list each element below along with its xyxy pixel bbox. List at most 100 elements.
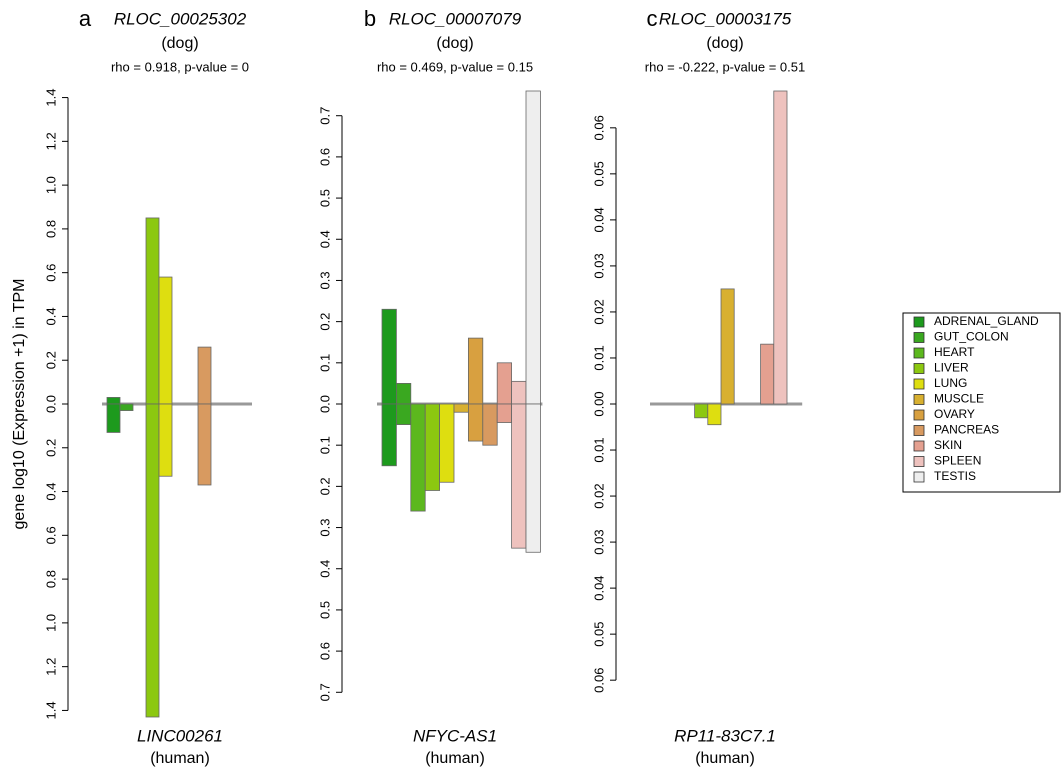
bar xyxy=(106,403,121,433)
legend-swatch xyxy=(913,316,925,328)
y-tick-label: 0.05 xyxy=(591,161,606,186)
legend-label: LUNG xyxy=(934,376,967,390)
y-tick-label: 1.4 xyxy=(43,701,58,719)
y-tick-label: 1.2 xyxy=(43,658,58,676)
species-top: (dog) xyxy=(161,35,198,52)
legend-swatch xyxy=(913,363,925,374)
legend-swatch xyxy=(913,347,925,359)
bar xyxy=(525,90,541,405)
species-bottom: (human) xyxy=(150,750,210,767)
y-tick-label: 0.2 xyxy=(43,351,58,369)
y-tick-label: 0.03 xyxy=(591,529,606,554)
species-top: (dog) xyxy=(706,35,743,52)
y-tick-label: 1.0 xyxy=(43,614,58,632)
panel-letter: c xyxy=(647,6,658,31)
y-tick-label: 0.6 xyxy=(317,148,332,166)
legend-swatch xyxy=(913,425,925,436)
bar xyxy=(106,397,121,405)
bar xyxy=(694,403,709,419)
bar xyxy=(145,403,160,718)
y-tick-label: 0.6 xyxy=(317,642,332,660)
legend-label: HEART xyxy=(934,345,975,359)
legend-box xyxy=(902,312,1061,493)
bar xyxy=(410,403,426,512)
subtitle: rho = 0.918, p-value = 0 xyxy=(111,59,249,74)
bar xyxy=(119,403,134,411)
legend-label: OVARY xyxy=(934,407,975,421)
bar xyxy=(395,383,412,405)
subtitle: rho = -0.222, p-value = 0.51 xyxy=(645,59,805,74)
y-tick-label: 0.02 xyxy=(591,299,606,324)
y-tick-label: 1.4 xyxy=(43,89,58,107)
y-tick-label: 0.03 xyxy=(591,253,606,278)
legend-label: SKIN xyxy=(934,438,962,452)
y-tick-label: 0.6 xyxy=(43,526,58,544)
legend-swatch xyxy=(913,394,925,405)
y-tick-label: 0.01 xyxy=(591,345,606,370)
bar xyxy=(707,403,722,426)
y-tick-label: 0.8 xyxy=(43,220,58,238)
legend-label: SPLEEN xyxy=(934,454,981,468)
legend-swatch xyxy=(913,456,925,467)
bar xyxy=(381,308,397,405)
legend-swatch xyxy=(913,440,925,452)
y-tick-label: 0.2 xyxy=(317,313,332,331)
y-tick-label: 0.7 xyxy=(317,683,332,701)
panel-letter: b xyxy=(364,6,376,31)
bar xyxy=(381,403,397,467)
legend-swatch xyxy=(913,378,925,390)
species-bottom: (human) xyxy=(425,750,485,767)
bar xyxy=(760,343,775,405)
species-top: (dog) xyxy=(436,35,473,52)
panel-title: RLOC_00003175 xyxy=(659,9,792,28)
y-tick-label: 0.4 xyxy=(43,307,58,325)
y-tick-label: 0.05 xyxy=(591,621,606,646)
panel-title: RLOC_00025302 xyxy=(114,9,247,28)
y-tick-label: 0.01 xyxy=(591,437,606,462)
bar xyxy=(482,403,498,446)
y-tick-label: 1.2 xyxy=(43,132,58,150)
bottom-title: RP11-83C7.1 xyxy=(674,726,776,745)
bar xyxy=(145,217,160,405)
y-tick-label: 0.5 xyxy=(317,601,332,619)
bar xyxy=(197,346,212,405)
y-tick-label: 0.4 xyxy=(317,560,332,578)
y-tick-label: 0.5 xyxy=(317,189,332,207)
y-tick-label: 0.2 xyxy=(43,439,58,457)
y-tick-label: 0.3 xyxy=(317,271,332,289)
y-tick-label: 0.02 xyxy=(591,483,606,508)
bar xyxy=(496,362,513,405)
bottom-title: NFYC-AS1 xyxy=(413,726,497,745)
bar xyxy=(158,276,173,405)
bar xyxy=(158,403,173,477)
y-tick-label: 0.1 xyxy=(317,354,332,372)
legend-label: TESTIS xyxy=(934,469,976,483)
y-tick-label: 0.06 xyxy=(591,115,606,140)
bar xyxy=(720,288,735,405)
y-tick-label: 0.4 xyxy=(43,483,58,501)
y-tick-label: 0.2 xyxy=(317,477,332,495)
bar xyxy=(773,90,788,405)
y-tick-label: 0.4 xyxy=(317,230,332,248)
legend-swatch xyxy=(913,409,925,421)
bar xyxy=(467,337,484,405)
bar xyxy=(511,380,527,405)
y-tick-label: 0.6 xyxy=(43,264,58,282)
subtitle: rho = 0.469, p-value = 0.15 xyxy=(377,59,533,74)
y-tick-label: 0.1 xyxy=(317,436,332,454)
legend-label: ADRENAL_GLAND xyxy=(934,314,1039,328)
bar xyxy=(197,403,212,486)
bar xyxy=(424,403,441,491)
y-tick-label: 0.04 xyxy=(591,575,606,600)
panel-title: RLOC_00007079 xyxy=(389,9,522,28)
y-tick-label: 0.04 xyxy=(591,207,606,232)
y-tick-label: 0.0 xyxy=(317,395,332,413)
bar xyxy=(453,403,469,413)
y-tick-label: 1.0 xyxy=(43,176,58,194)
y-axis-label: gene log10 (Expression +1) in TPM xyxy=(11,279,28,530)
bar xyxy=(525,403,541,553)
panel-letter: a xyxy=(79,6,92,31)
bar xyxy=(496,403,513,423)
legend-label: LIVER xyxy=(934,361,969,375)
